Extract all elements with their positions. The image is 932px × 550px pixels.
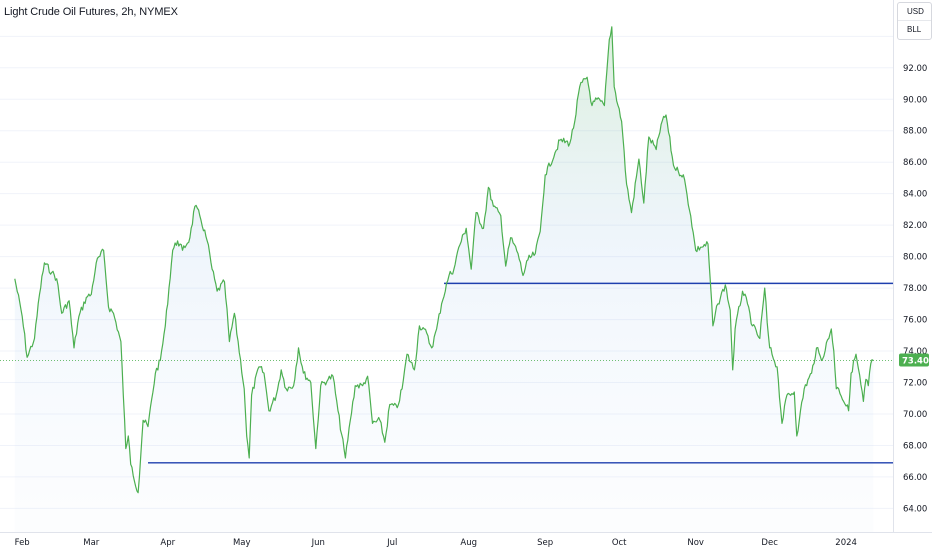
y-tick-label: 80.00 — [903, 253, 927, 263]
y-tick-label: 66.00 — [903, 473, 927, 483]
price-line — [14, 26, 874, 494]
y-tick-label: 74.00 — [903, 347, 927, 357]
x-tick-label: Feb — [15, 538, 30, 548]
y-tick-label: 82.00 — [903, 221, 927, 231]
x-tick-label: Nov — [687, 538, 704, 548]
x-tick-label: Oct — [612, 538, 627, 548]
y-tick-label: 84.00 — [903, 190, 927, 200]
y-tick-label: 70.00 — [903, 410, 927, 420]
y-axis-ticks: 64.00 66.00 68.00 70.00 72.00 74.00 76.00 78.00… — [903, 32, 927, 514]
x-tick-label: Mar — [83, 538, 100, 548]
y-tick-label: 86.00 — [903, 158, 927, 168]
y-tick-label: 92.00 — [903, 64, 927, 74]
y-tick-label: 64.00 — [903, 504, 927, 514]
y-tick-label: 90.00 — [903, 95, 927, 105]
support-resistance-lines[interactable] — [148, 282, 893, 464]
y-tick-label: 76.00 — [903, 316, 927, 326]
price-area-fill — [14, 26, 874, 533]
x-tick-label: Sep — [537, 538, 553, 548]
unit-label[interactable]: BLL — [907, 25, 922, 34]
last-price-tag: 73.40 — [899, 353, 929, 367]
x-tick-label: Aug — [460, 538, 477, 548]
x-tick-label: 2024 — [835, 538, 857, 548]
price-series-line — [14, 26, 874, 494]
x-tick-label: Jun — [311, 538, 325, 548]
axes — [0, 0, 932, 533]
y-tick-label: 72.00 — [903, 379, 927, 389]
currency-unit-selector[interactable]: USD BLL — [897, 2, 932, 40]
x-tick-label: May — [233, 538, 251, 548]
y-tick-label: 68.00 — [903, 441, 927, 451]
x-tick-label: Dec — [761, 538, 778, 548]
y-tick-label: 88.00 — [903, 127, 927, 137]
chart-title: Light Crude Oil Futures, 2h, NYMEX — [4, 6, 178, 18]
x-tick-label: Apr — [160, 538, 175, 548]
last-price-badge — [899, 353, 929, 367]
last-price-marker: 73.40 — [899, 353, 929, 367]
currency-label[interactable]: USD — [898, 3, 931, 21]
x-axis-ticks: Feb Mar Apr May Jun Jul Aug Sep Oct Nov Dec 2024 — [15, 538, 857, 548]
price-area — [14, 26, 874, 533]
y-tick-label: 78.00 — [903, 284, 927, 294]
last-price-value: 73.40 — [902, 356, 929, 366]
x-tick-label: Jul — [386, 538, 397, 548]
